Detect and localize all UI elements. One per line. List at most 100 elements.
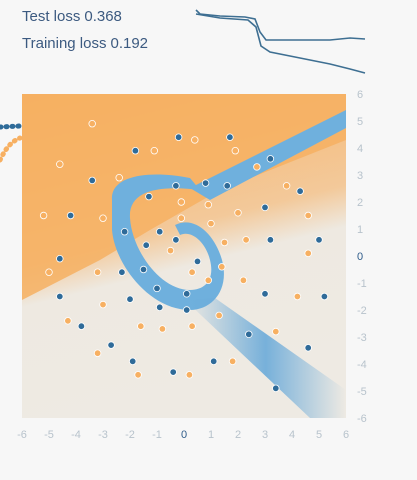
y-tick-label: 4 [357, 143, 363, 155]
orange-data-point [304, 211, 312, 220]
blue-data-point [245, 330, 253, 338]
blue-data-point [56, 292, 64, 301]
orange-data-point [207, 219, 215, 228]
test-loss-value: 0.368 [84, 8, 122, 25]
blue-data-point [296, 187, 304, 195]
blue-data-point [120, 227, 129, 236]
orange-data-point [99, 300, 107, 309]
orange-data-point [188, 322, 196, 330]
orange-data-point [215, 311, 223, 320]
blue-spiral-region [111, 174, 224, 310]
orange-data-point [93, 268, 102, 276]
blue-data-point [182, 290, 191, 298]
blue-data-point [142, 241, 150, 249]
x-tick-label: -1 [152, 429, 162, 441]
orange-data-point [218, 263, 226, 271]
x-tick-label: -5 [44, 429, 54, 441]
test-loss-label: Test loss [22, 8, 81, 25]
orange-data-point [204, 200, 212, 209]
blue-data-point [128, 357, 137, 365]
training-loss-line [195, 13, 366, 74]
blue-data-point [201, 179, 210, 187]
orange-data-point [185, 371, 194, 379]
x-tick-label: 4 [289, 429, 295, 441]
orange-data-point [137, 322, 145, 330]
y-tick-label: 2 [357, 197, 363, 209]
orange-data-point [64, 317, 72, 325]
test-loss-line [195, 9, 366, 41]
blue-data-point [304, 344, 312, 352]
orange-data-point [234, 209, 242, 217]
blue-data-point [172, 236, 180, 244]
x-tick-label: -2 [125, 429, 135, 441]
orange-data-point [204, 276, 212, 284]
blue-data-point [155, 303, 164, 311]
blue-data-point [182, 306, 191, 314]
x-axis-ticks: -6 -5 -4 -3 -2 -1 0 1 2 3 4 5 6 [17, 429, 349, 441]
blue-data-point [169, 368, 177, 376]
y-tick-label: -3 [357, 332, 367, 344]
loss-curve-chart [195, 9, 366, 74]
orange-data-point [231, 146, 239, 155]
orange-data-point [88, 119, 96, 128]
orange-data-point [45, 268, 53, 276]
x-tick-label: 2 [235, 429, 241, 441]
blue-data-point [107, 341, 115, 349]
blue-data-point [56, 255, 64, 263]
y-axis-ticks: 6 5 4 3 2 1 0 -1 -2 -3 -4 -5 -6 [357, 89, 367, 425]
orange-data-point [228, 357, 237, 365]
orange-data-point [177, 198, 185, 206]
orange-region-upper [22, 94, 346, 300]
blue-data-point [266, 155, 275, 163]
blue-data-point [223, 182, 231, 190]
blue-data-point [139, 265, 148, 274]
blue-data-point [315, 236, 323, 244]
blue-beam-lower [185, 298, 346, 418]
data-points [39, 119, 329, 392]
blue-beam-upper [190, 110, 346, 200]
y-tick-label: 3 [357, 170, 363, 182]
blue-data-point [126, 295, 134, 303]
x-tick-label: 6 [343, 429, 349, 441]
orange-data-point [272, 327, 280, 336]
orange-data-point [239, 276, 248, 284]
blue-data-point [261, 203, 269, 212]
orange-data-point [282, 182, 291, 190]
test-loss-row: Test loss 0.368 [22, 8, 122, 25]
orange-data-point [191, 136, 199, 144]
y-tick-label: 1 [357, 224, 363, 236]
x-tick-label: -3 [98, 429, 108, 441]
blue-data-point [209, 357, 218, 365]
training-loss-row: Training loss 0.192 [22, 35, 148, 52]
y-tick-label: 0 [357, 251, 363, 263]
x-tick-label: 1 [208, 429, 214, 441]
y-tick-label: -1 [357, 278, 367, 290]
y-tick-label: -6 [357, 413, 367, 425]
orange-data-point [188, 268, 196, 276]
blue-data-point [261, 290, 269, 298]
x-tick-label: 5 [316, 429, 322, 441]
x-tick-label: -6 [17, 429, 27, 441]
blue-data-point [153, 284, 161, 293]
orange-data-point [293, 292, 302, 301]
orange-data-point [220, 238, 229, 247]
orange-data-point [134, 371, 142, 379]
x-tick-label: 0 [181, 429, 187, 441]
orange-data-point [253, 163, 261, 171]
training-loss-value: 0.192 [110, 35, 149, 52]
training-loss-label: Training loss [22, 35, 107, 52]
blue-data-point [193, 257, 202, 266]
orange-data-point [177, 214, 185, 222]
y-tick-label: 5 [357, 116, 363, 128]
x-tick-label: -4 [71, 429, 81, 441]
blue-data-point [172, 182, 180, 190]
edge-blue-points [0, 123, 23, 130]
blue-data-point [226, 133, 234, 141]
orange-data-point [158, 325, 167, 333]
orange-data-point [39, 211, 48, 220]
blue-data-point [66, 211, 75, 220]
orange-data-point [93, 349, 102, 357]
blue-data-point [320, 292, 329, 301]
y-tick-label: 6 [357, 89, 363, 101]
